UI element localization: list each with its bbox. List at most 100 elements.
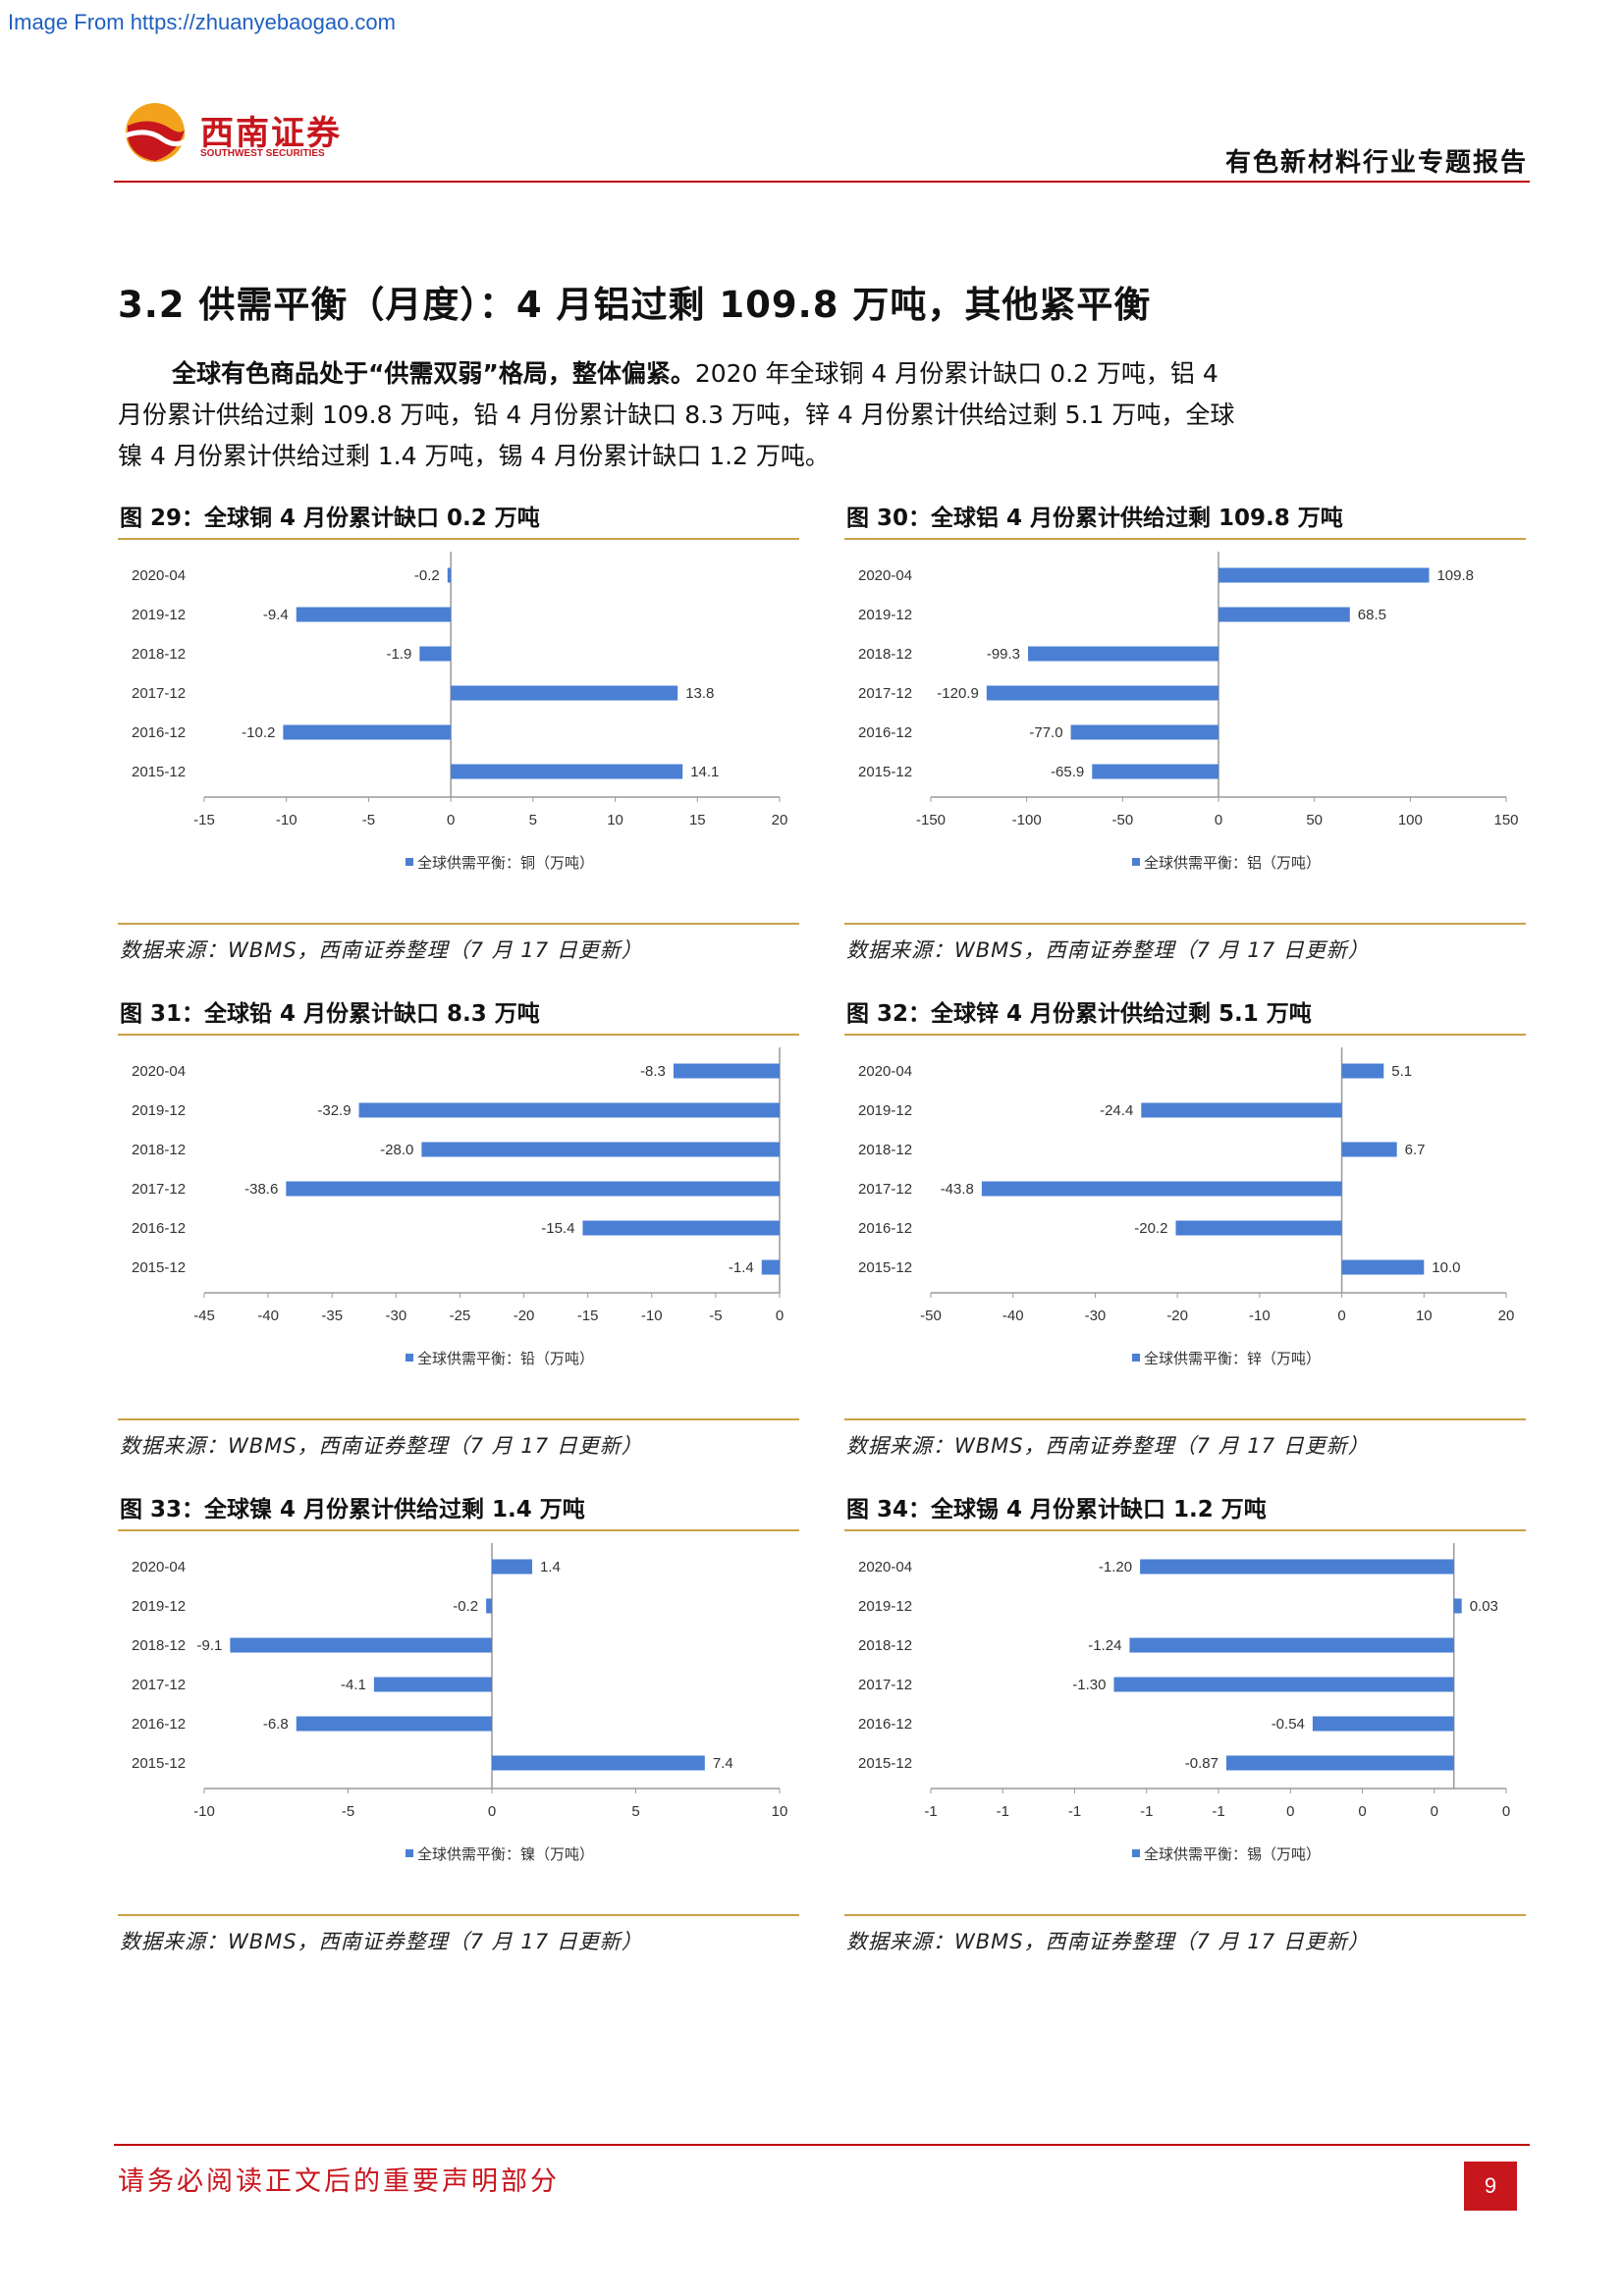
bar — [1070, 724, 1218, 740]
figure-source: 数据来源：WBMS，西南证券整理（7 月 17 日更新） — [846, 938, 1370, 962]
bar — [1218, 567, 1430, 583]
figure-bottom-rule — [844, 1914, 1526, 1916]
category-label: 2019-12 — [132, 607, 186, 623]
data-label: -4.1 — [341, 1677, 366, 1693]
data-label: -1.20 — [1099, 1559, 1132, 1575]
x-tick-label: -10 — [641, 1308, 663, 1324]
logo-cn-text: 西南证券 — [200, 114, 342, 153]
data-label: -9.1 — [197, 1637, 223, 1654]
x-tick-label: -20 — [514, 1308, 535, 1324]
bar — [486, 1598, 492, 1614]
x-tick-label: -5 — [709, 1308, 722, 1324]
category-label: 2019-12 — [132, 1102, 186, 1119]
bar — [1225, 1755, 1454, 1771]
header-divider — [114, 181, 1530, 183]
x-tick-label: 10 — [772, 1803, 788, 1820]
legend-label: 全球供需平衡：锌（万吨） — [1144, 1350, 1321, 1367]
x-tick-label: -1 — [1212, 1803, 1224, 1820]
x-tick-label: -50 — [920, 1308, 942, 1324]
figure-bottom-rule — [844, 923, 1526, 925]
data-label: -20.2 — [1134, 1220, 1167, 1237]
data-label: -9.4 — [263, 607, 289, 623]
x-tick-label: 0 — [488, 1803, 496, 1820]
category-label: 2019-12 — [132, 1598, 186, 1615]
bar — [492, 1559, 533, 1575]
bar — [492, 1755, 705, 1771]
figure-30: 图 30：全球铝 4 月份累计供给过剩 109.8 万吨 -150 -100 -50 0… — [844, 499, 1526, 962]
data-label: -24.4 — [1100, 1102, 1133, 1119]
x-tick-label: 0 — [1431, 1803, 1438, 1820]
figure-top-rule — [118, 1529, 799, 1531]
bar — [673, 1063, 780, 1079]
legend-label: 全球供需平衡：铝（万吨） — [1144, 854, 1321, 872]
data-label: -1.30 — [1072, 1677, 1106, 1693]
bar-chart-33: -10 -5 0 5 10 2020-04 1.4 2019-12 -0.2 2018-12 -9.… — [132, 1543, 788, 1863]
data-label: -99.3 — [987, 646, 1020, 663]
bar — [296, 607, 452, 622]
figure-31: 图 31：全球铅 4 月份累计缺口 8.3 万吨 -45 -40 -35 -30 -25-… — [118, 994, 799, 1458]
bar — [286, 1181, 780, 1197]
category-label: 2015-12 — [132, 1755, 186, 1772]
bar — [986, 685, 1218, 701]
x-tick-label: 0 — [1502, 1803, 1510, 1820]
bar-chart-32: -50 -40 -30 -20 -10 0 10 20 2020-04 5.1 2019-12 -24… — [858, 1047, 1515, 1367]
legend-label: 全球供需平衡：铅（万吨） — [417, 1350, 594, 1367]
x-tick-label: 20 — [1498, 1308, 1515, 1324]
figure-source: 数据来源：WBMS，西南证券整理（7 月 17 日更新） — [846, 1434, 1370, 1458]
bar — [1092, 764, 1218, 779]
x-tick-label: 20 — [772, 812, 788, 828]
legend-swatch — [406, 858, 413, 866]
data-label: -1.4 — [729, 1259, 754, 1276]
x-tick-label: -40 — [257, 1308, 279, 1324]
legend-swatch — [1132, 1354, 1140, 1362]
section-paragraph: 全球有色商品处于“供需双弱”格局，整体偏紧。2020 年全球铜 4 月份累计缺口… — [118, 353, 1237, 477]
x-tick-label: 5 — [631, 1803, 639, 1820]
figure-source: 数据来源：WBMS，西南证券整理（7 月 17 日更新） — [120, 938, 643, 962]
x-tick-label: -1 — [1140, 1803, 1153, 1820]
bar — [761, 1259, 780, 1275]
figure-top-rule — [844, 538, 1526, 540]
x-tick-label: 10 — [607, 812, 623, 828]
data-label: 68.5 — [1358, 607, 1386, 623]
category-label: 2018-12 — [858, 1637, 912, 1654]
figure-title: 图 33：全球镍 4 月份累计供给过剩 1.4 万吨 — [120, 1497, 585, 1522]
data-label: 10.0 — [1432, 1259, 1460, 1276]
category-label: 2015-12 — [132, 764, 186, 780]
category-label: 2017-12 — [132, 1677, 186, 1693]
bar — [230, 1637, 492, 1653]
data-label: 1.4 — [540, 1559, 561, 1575]
figure-34: 图 34：全球锡 4 月份累计缺口 1.2 万吨 -1 -1 -1 -1 -1 0 0 0 0 20… — [844, 1490, 1526, 1953]
data-label: -1.9 — [386, 646, 411, 663]
report-type: 有色新材料行业专题报告 — [1224, 148, 1528, 178]
bar-chart-30: -150 -100 -50 0 50 100 150 2020-04 109.8 2019-12 6… — [858, 552, 1519, 872]
category-label: 2020-04 — [132, 1063, 186, 1080]
category-label: 2020-04 — [132, 1559, 186, 1575]
data-label: -8.3 — [640, 1063, 666, 1080]
legend-label: 全球供需平衡：铜（万吨） — [417, 854, 594, 872]
footer-divider — [114, 2144, 1530, 2146]
x-tick-label: -5 — [342, 1803, 354, 1820]
category-label: 2016-12 — [132, 1716, 186, 1733]
figure-32: 图 32：全球锌 4 月份累计供给过剩 5.1 万吨 -50 -40 -30 -20 -1… — [844, 994, 1526, 1458]
bar — [373, 1677, 492, 1692]
figure-source: 数据来源：WBMS，西南证券整理（7 月 17 日更新） — [846, 1930, 1370, 1953]
figure-bottom-rule — [118, 923, 799, 925]
bar — [1341, 1259, 1425, 1275]
x-tick-label: -35 — [321, 1308, 343, 1324]
bar — [419, 646, 452, 662]
data-label: 109.8 — [1436, 567, 1474, 584]
figure-33: 图 33：全球镍 4 月份累计供给过剩 1.4 万吨 -10 -5 0 5 10 2020-… — [118, 1490, 799, 1953]
category-label: 2019-12 — [858, 1102, 912, 1119]
legend-label: 全球供需平衡：锡（万吨） — [1144, 1845, 1321, 1863]
category-label: 2016-12 — [858, 724, 912, 741]
data-label: -120.9 — [937, 685, 979, 702]
category-label: 2017-12 — [858, 1677, 912, 1693]
data-label: 13.8 — [685, 685, 714, 702]
category-label: 2018-12 — [858, 1142, 912, 1158]
category-label: 2015-12 — [858, 1259, 912, 1276]
x-tick-label: 0 — [1215, 812, 1222, 828]
x-tick-label: -100 — [1012, 812, 1042, 828]
bar — [981, 1181, 1342, 1197]
bar — [296, 1716, 492, 1732]
x-tick-label: -30 — [1085, 1308, 1107, 1324]
